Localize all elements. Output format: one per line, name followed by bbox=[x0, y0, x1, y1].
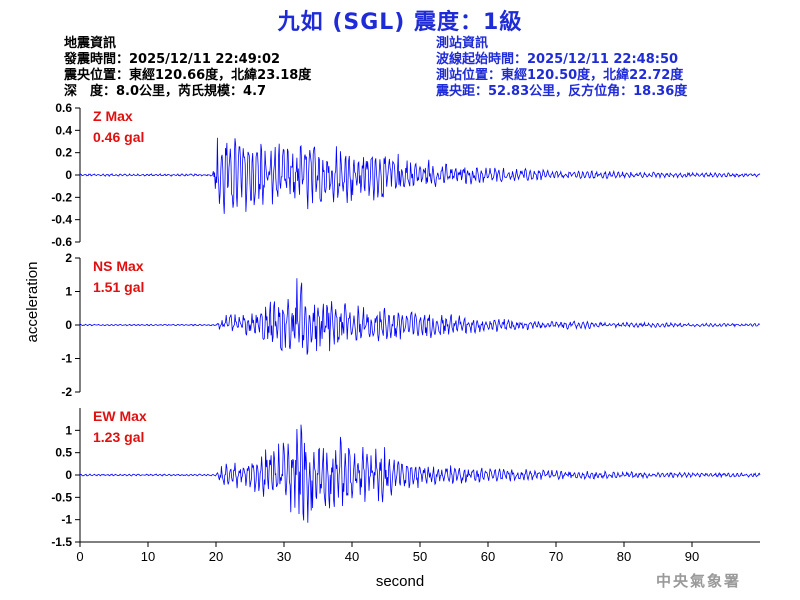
y-tick-label-EW: 0.5 bbox=[55, 446, 72, 460]
y-tick-label-Z: -0.6 bbox=[51, 235, 72, 249]
agency-watermark: 中央氣象署 bbox=[656, 572, 742, 590]
x-tick-label: 30 bbox=[277, 549, 291, 564]
x-tick-label: 90 bbox=[685, 549, 699, 564]
y-tick-label-Z: -0.4 bbox=[51, 213, 72, 227]
max-label-NS: NS Max bbox=[93, 258, 144, 274]
y-tick-label-EW: -1.5 bbox=[51, 535, 72, 549]
y-tick-label-EW: -0.5 bbox=[51, 490, 72, 504]
trace-EW bbox=[79, 424, 761, 523]
chart-title: 九如 (SGL) 震度：1級 bbox=[277, 10, 523, 35]
x-tick-label: 40 bbox=[345, 549, 359, 564]
x-tick-label: 50 bbox=[413, 549, 427, 564]
wave-start-time: 波線起始時間：2025/12/11 22:48:50 bbox=[436, 52, 679, 67]
x-tick-label: 80 bbox=[617, 549, 631, 564]
y-tick-label-Z: 0.2 bbox=[55, 146, 72, 160]
x-tick-label: 70 bbox=[549, 549, 563, 564]
y-tick-label-NS: -1 bbox=[61, 352, 72, 366]
max-label-EW: EW Max bbox=[93, 408, 147, 424]
y-tick-label-EW: -1 bbox=[61, 513, 72, 527]
epicentral-distance: 震央距：52.83公里，反方位角：18.36度 bbox=[436, 84, 688, 99]
y-tick-label-NS: 1 bbox=[65, 285, 72, 299]
x-tick-label: 60 bbox=[481, 549, 495, 564]
station-location: 測站位置：東經120.50度，北緯22.72度 bbox=[436, 68, 684, 83]
x-tick-label: 0 bbox=[76, 549, 83, 564]
y-tick-label-EW: 1 bbox=[65, 423, 72, 437]
origin-time: 發震時間：2025/12/11 22:49:02 bbox=[64, 52, 281, 67]
x-tick-label: 20 bbox=[209, 549, 223, 564]
max-label-Z: Z Max bbox=[93, 108, 133, 124]
y-tick-label-Z: 0.4 bbox=[55, 123, 72, 137]
max-value-NS: 1.51 gal bbox=[93, 279, 144, 295]
trace-NS bbox=[79, 278, 761, 355]
event-info: 地震資訊 發震時間：2025/12/11 22:49:02 震央位置：東經120… bbox=[64, 36, 311, 100]
event-info-heading: 地震資訊 bbox=[64, 36, 117, 51]
trace-Z bbox=[79, 137, 761, 214]
y-tick-label-EW: 0 bbox=[65, 468, 72, 482]
station-info-heading: 測站資訊 bbox=[436, 36, 489, 51]
x-tick-label: 10 bbox=[141, 549, 155, 564]
depth-magnitude: 深 度：8.0公里，芮氏規模：4.7 bbox=[64, 84, 267, 99]
y-tick-label-Z: 0.6 bbox=[55, 101, 72, 115]
y-tick-label-NS: 2 bbox=[65, 251, 72, 265]
max-value-Z: 0.46 gal bbox=[93, 129, 144, 145]
y-axis-label: acceleration bbox=[24, 262, 41, 343]
y-tick-label-Z: -0.2 bbox=[51, 190, 72, 204]
station-info: 測站資訊 波線起始時間：2025/12/11 22:48:50 測站位置：東經1… bbox=[436, 36, 687, 100]
y-tick-label-Z: 0 bbox=[65, 168, 72, 182]
max-value-EW: 1.23 gal bbox=[93, 429, 144, 445]
y-tick-label-NS: -2 bbox=[61, 385, 72, 399]
x-axis-label: second bbox=[376, 573, 424, 590]
y-tick-label-NS: 0 bbox=[65, 318, 72, 332]
epicenter-location: 震央位置：東經120.66度，北緯23.18度 bbox=[64, 68, 312, 83]
